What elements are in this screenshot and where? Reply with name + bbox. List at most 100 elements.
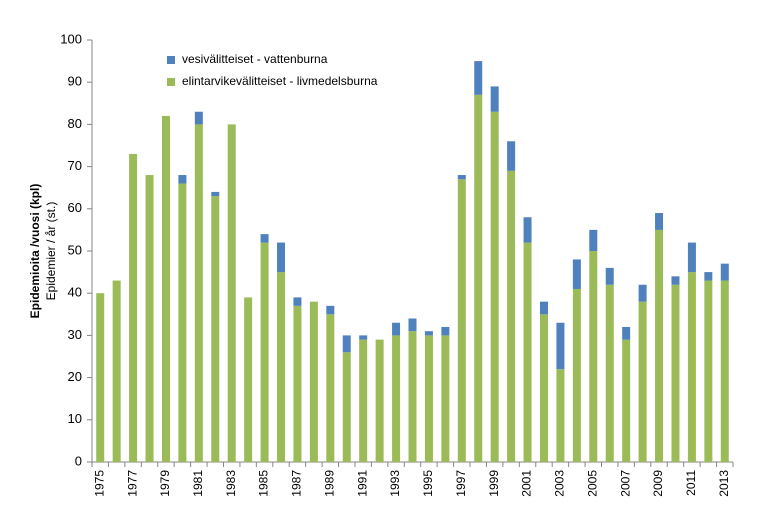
bar-segment <box>342 352 351 462</box>
bar-segment <box>704 272 713 281</box>
bar-segment <box>178 183 187 463</box>
bar-segment <box>572 259 581 289</box>
y-tick-label: 90 <box>68 74 82 89</box>
bar-segment <box>375 339 384 462</box>
bar-segment <box>244 297 253 462</box>
bar-segment <box>392 335 401 462</box>
bar-segment <box>638 284 647 302</box>
x-tick-label: 2011 <box>684 470 698 496</box>
bar-segment <box>720 280 729 462</box>
bar-segment <box>622 326 631 340</box>
x-tick-label: 1985 <box>257 470 271 497</box>
bar-segment <box>605 284 614 462</box>
y-axis-subtitle: Epidemier / år (st.) <box>44 202 58 301</box>
bar-segment <box>589 229 598 251</box>
bar-segment <box>211 191 220 197</box>
x-tick-label: 2003 <box>553 470 567 497</box>
bar-segment <box>523 242 532 462</box>
x-tick-label: 1991 <box>355 470 369 497</box>
x-tick-label: 1977 <box>125 470 139 497</box>
bar-segment <box>424 331 433 336</box>
bar-segment <box>129 153 138 462</box>
x-tick-label: 2005 <box>585 470 599 497</box>
bar-segment <box>260 234 269 243</box>
y-tick-label: 70 <box>68 158 82 173</box>
bar-segment <box>457 179 466 462</box>
bar-segment <box>556 322 565 370</box>
bar-segment <box>474 61 483 95</box>
bar-segment <box>194 124 203 463</box>
y-tick-label: 60 <box>68 200 82 215</box>
x-tick-label: 1997 <box>454 470 468 497</box>
bar-segment <box>178 175 187 184</box>
bar-segment <box>359 335 368 340</box>
bar-segment <box>227 124 236 463</box>
bar-segment <box>211 196 220 462</box>
x-tick-label: 2009 <box>651 470 665 497</box>
bar-segment <box>556 369 565 462</box>
y-tick-label: 50 <box>68 242 82 257</box>
y-tick-label: 20 <box>68 369 82 384</box>
y-tick-label: 0 <box>75 453 82 468</box>
bar-segment <box>408 318 417 332</box>
bar-segment <box>720 263 729 281</box>
bar-segment <box>605 267 614 285</box>
bar-segment <box>638 301 647 462</box>
bar-segment <box>342 335 351 353</box>
bar-segment <box>507 170 516 462</box>
legend-swatch <box>167 56 175 64</box>
legend-label: elintarvikevälitteiset - livmedelsburna <box>182 74 378 88</box>
bar-segment <box>490 111 499 463</box>
bar-segment <box>194 111 203 125</box>
bar-segment <box>359 339 368 462</box>
bar-segment <box>96 293 105 462</box>
legend-label: vesivälitteiset - vattenburna <box>182 52 328 66</box>
x-tick-label: 1993 <box>388 470 402 497</box>
bar-segment <box>704 280 713 462</box>
x-tick-label: 1975 <box>92 470 106 497</box>
bar-segment <box>622 339 631 462</box>
y-axis-title: Epidemioita /vuosi (kpl) <box>28 184 42 319</box>
bar-segment <box>293 297 302 306</box>
bar-segment <box>260 242 269 462</box>
bar-segment <box>326 305 335 315</box>
bar-segment <box>441 335 450 462</box>
bar-segment <box>687 242 696 273</box>
bar-segment <box>655 213 664 230</box>
x-tick-label: 1983 <box>224 470 238 497</box>
bar-segment <box>326 314 335 462</box>
bar-segment <box>523 217 532 243</box>
bar-segment <box>655 229 664 462</box>
bar-segment <box>671 284 680 462</box>
y-tick-label: 40 <box>68 285 82 300</box>
bar-segment <box>671 276 680 285</box>
bar-segment <box>539 301 548 315</box>
bar-segment <box>145 175 154 463</box>
x-tick-label: 2001 <box>520 470 534 497</box>
bar-segment <box>293 305 302 462</box>
x-tick-label: 2013 <box>717 470 731 497</box>
bar-segment <box>474 94 483 463</box>
bar-segment <box>441 326 450 336</box>
bar-segment <box>539 314 548 462</box>
bar-segment <box>309 301 318 462</box>
bar-segment <box>112 280 121 462</box>
bar-segment <box>277 242 286 273</box>
bar-segment <box>589 251 598 462</box>
y-tick-label: 80 <box>68 116 82 131</box>
x-tick-label: 1979 <box>158 470 172 497</box>
bar-segment <box>277 272 286 462</box>
x-tick-label: 1995 <box>421 470 435 497</box>
bar-segment <box>161 115 170 463</box>
bar-segment <box>687 272 696 462</box>
y-tick-label: 100 <box>60 31 82 46</box>
bar-segment <box>572 288 581 462</box>
bar-segment <box>424 335 433 462</box>
x-tick-label: 1981 <box>191 470 205 497</box>
x-tick-label: 2007 <box>618 470 632 497</box>
bar-segment <box>457 175 466 180</box>
y-tick-label: 10 <box>68 411 82 426</box>
x-tick-label: 1989 <box>322 470 336 497</box>
bar-segment <box>392 322 401 336</box>
